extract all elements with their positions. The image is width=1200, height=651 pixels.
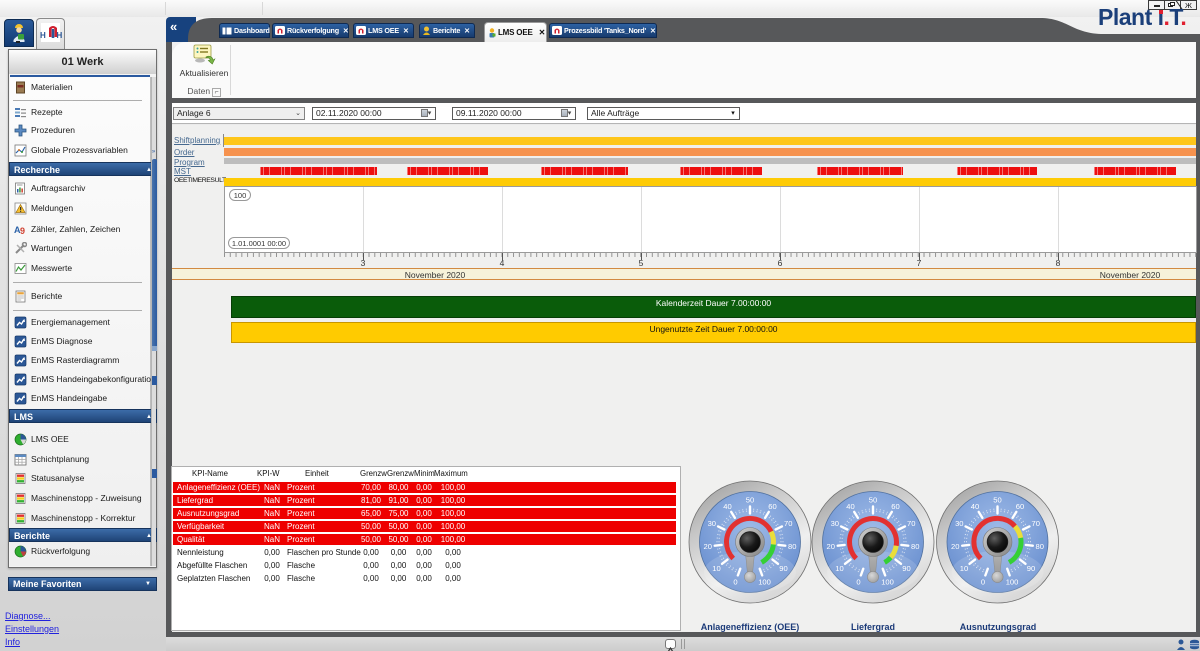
svg-text:50: 50 [869, 495, 877, 504]
svg-text:10: 10 [835, 564, 843, 573]
svg-text:60: 60 [1016, 502, 1024, 511]
svg-text:90: 90 [1027, 564, 1035, 573]
svg-text:70: 70 [784, 519, 792, 528]
svg-text:40: 40 [971, 502, 979, 511]
svg-text:30: 30 [708, 519, 716, 528]
svg-text:A: A [14, 225, 21, 235]
svg-text:0: 0 [856, 578, 860, 587]
svg-text:100: 100 [881, 578, 894, 587]
svg-text:20: 20 [827, 542, 835, 551]
svg-text:50: 50 [746, 495, 754, 504]
svg-text:70: 70 [907, 519, 915, 528]
svg-text:80: 80 [911, 542, 919, 551]
svg-text:H: H [40, 31, 46, 40]
svg-text:80: 80 [788, 542, 796, 551]
svg-text:10: 10 [712, 564, 720, 573]
svg-text:60: 60 [891, 502, 899, 511]
svg-text:90: 90 [902, 564, 910, 573]
svg-text:50: 50 [993, 495, 1001, 504]
svg-text:100: 100 [758, 578, 771, 587]
svg-text:100: 100 [1006, 578, 1019, 587]
svg-text:10: 10 [960, 564, 968, 573]
svg-text:20: 20 [951, 542, 959, 551]
svg-text:40: 40 [846, 502, 854, 511]
svg-text:30: 30 [831, 519, 839, 528]
svg-text:90: 90 [779, 564, 787, 573]
svg-text:70: 70 [1031, 519, 1039, 528]
svg-text:H: H [57, 31, 63, 40]
svg-text:0: 0 [981, 578, 985, 587]
svg-text:20: 20 [704, 542, 712, 551]
svg-text:60: 60 [768, 502, 776, 511]
svg-text:30: 30 [955, 519, 963, 528]
svg-text:80: 80 [1036, 542, 1044, 551]
svg-text:40: 40 [723, 502, 731, 511]
svg-text:9: 9 [20, 226, 25, 236]
svg-text:0: 0 [733, 578, 737, 587]
